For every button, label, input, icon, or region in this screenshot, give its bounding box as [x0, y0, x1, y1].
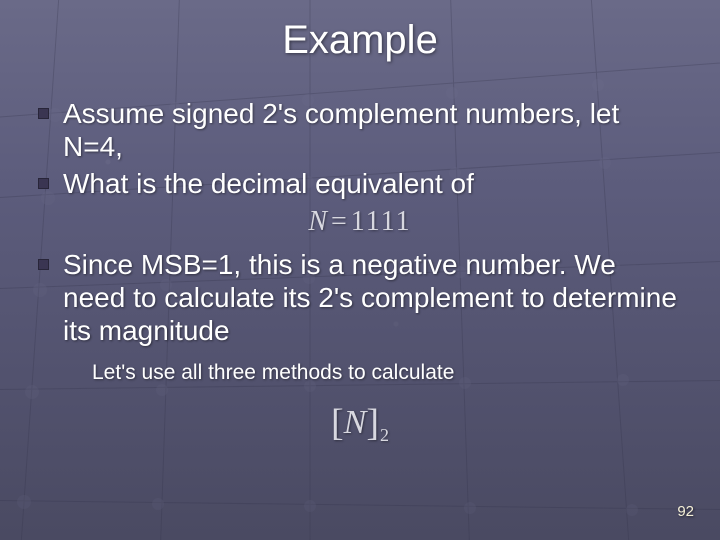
formula-bracket-n-sub2: [N]2 [38, 401, 682, 446]
bullet-square-icon [38, 259, 49, 270]
bullet-square-icon [38, 178, 49, 189]
bullet-text: Assume signed 2's complement numbers, le… [63, 97, 682, 163]
formula-n-equals: N=1111 [38, 206, 682, 238]
formula-open-bracket: [ [331, 402, 344, 444]
formula-lhs: N [308, 206, 327, 237]
bullet-square-icon [38, 108, 49, 119]
page-number: 92 [677, 503, 694, 520]
formula-rhs: 1111 [351, 206, 412, 237]
bullet-text: What is the decimal equivalent of [63, 167, 474, 200]
slide-title: Example [38, 18, 682, 63]
bullet-item: Since MSB=1, this is a negative number. … [38, 248, 682, 347]
formula-var: N [344, 404, 367, 441]
subnote-text: Let's use all three methods to calculate [92, 361, 682, 385]
formula-subscript: 2 [380, 425, 389, 445]
bullet-item: Assume signed 2's complement numbers, le… [38, 97, 682, 163]
bullet-text: Since MSB=1, this is a negative number. … [63, 248, 682, 347]
slide-content: Example Assume signed 2's complement num… [0, 0, 720, 540]
formula-close-bracket: ] [366, 402, 379, 444]
bullet-item: What is the decimal equivalent of [38, 167, 682, 200]
formula-eq: = [327, 206, 351, 237]
